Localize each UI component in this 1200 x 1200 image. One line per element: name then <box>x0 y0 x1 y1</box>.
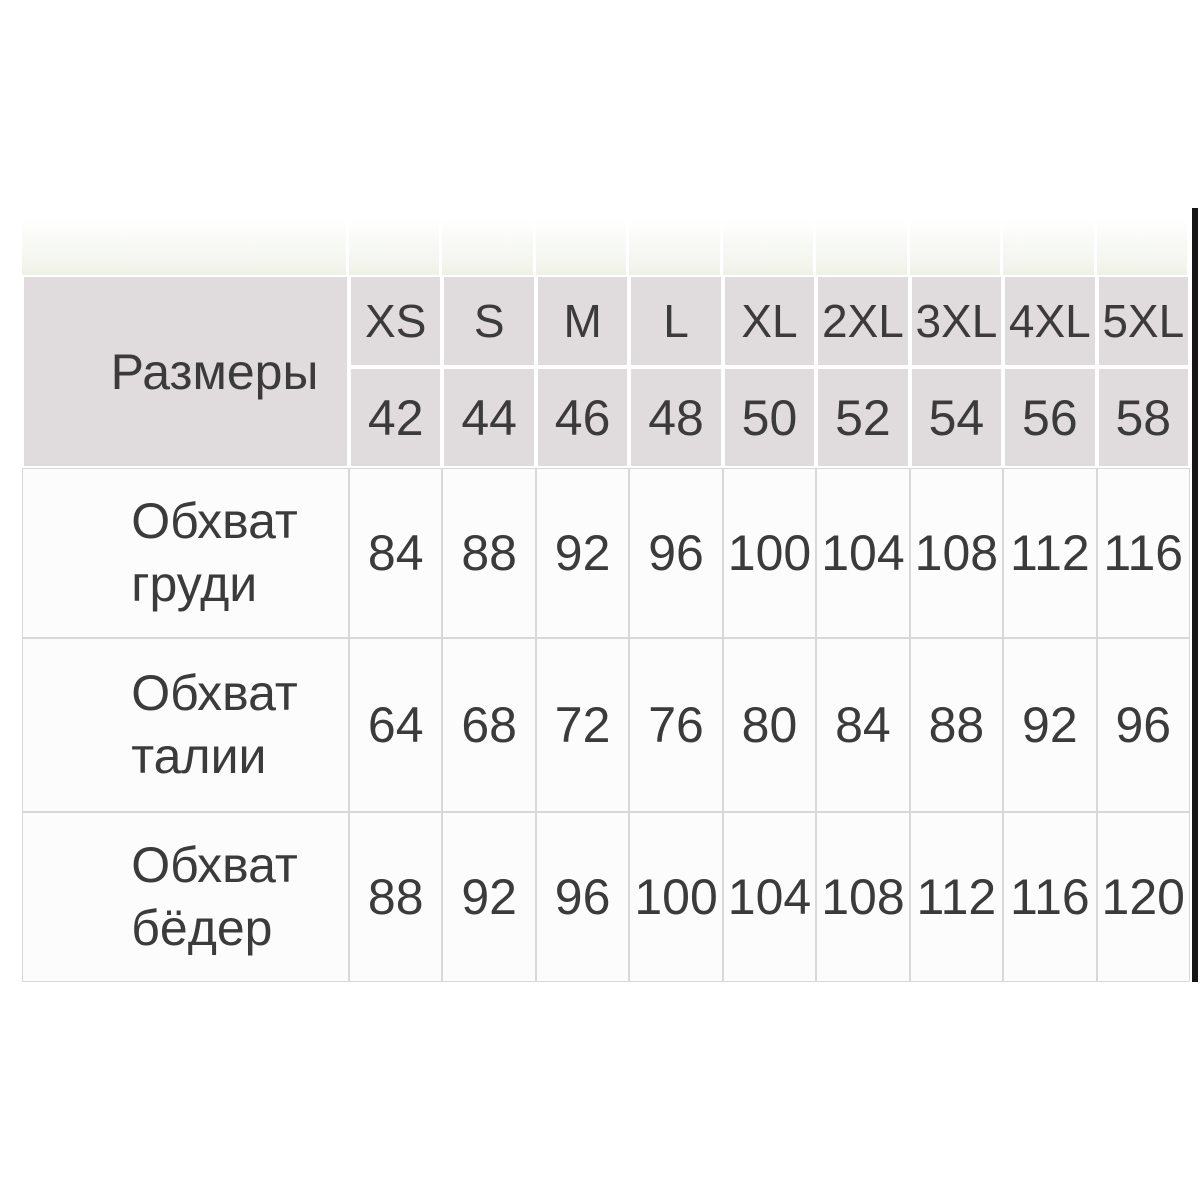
waist-value-cell: 76 <box>629 638 723 812</box>
chest-value-cell: 116 <box>1096 468 1190 638</box>
ghost-band-cell <box>1003 218 1097 275</box>
size-number-48: 48 <box>629 367 723 468</box>
chest-value-cell: 104 <box>816 468 910 638</box>
waist-value-cell: 80 <box>722 638 817 812</box>
row-label-hips: Обхват бёдер <box>22 812 349 982</box>
size-header-xl: XL <box>722 275 817 367</box>
chest-value-cell: 100 <box>722 468 817 638</box>
hips-value-cell: 100 <box>629 812 723 982</box>
size-header-2xl: 2XL <box>816 275 910 367</box>
waist-value-cell: 68 <box>442 638 536 812</box>
row-label-waist: Обхват талии <box>22 638 349 812</box>
size-number-44: 44 <box>442 367 536 468</box>
hips-value-cell: 96 <box>535 812 630 982</box>
waist-value-cell: 64 <box>349 638 443 812</box>
ghost-band-cell <box>349 218 443 275</box>
hips-value-cell: 112 <box>909 812 1004 982</box>
hips-value-cell: 92 <box>442 812 536 982</box>
size-header-s: S <box>442 275 536 367</box>
size-header-5xl: 5XL <box>1096 275 1190 367</box>
waist-value-cell: 96 <box>1096 638 1190 812</box>
size-header-xs: XS <box>349 275 443 367</box>
chest-value-cell: 108 <box>909 468 1004 638</box>
hips-value-cell: 88 <box>349 812 443 982</box>
size-number-46: 46 <box>535 367 630 468</box>
ghost-band-cell <box>442 218 536 275</box>
size-header-l: L <box>629 275 723 367</box>
hips-value-cell: 116 <box>1003 812 1097 982</box>
size-number-50: 50 <box>722 367 817 468</box>
waist-value-cell: 88 <box>909 638 1004 812</box>
waist-value-cell: 84 <box>816 638 910 812</box>
ghost-band-cell <box>535 218 630 275</box>
chest-value-cell: 88 <box>442 468 536 638</box>
size-chart-table: Размеры XS S M L XL 2XL 3XL 4XL 5XL 42 4… <box>22 218 1190 982</box>
chest-value-cell: 92 <box>535 468 630 638</box>
chest-value-cell: 96 <box>629 468 723 638</box>
size-number-54: 54 <box>909 367 1004 468</box>
size-header-3xl: 3XL <box>909 275 1004 367</box>
hips-value-cell: 104 <box>722 812 817 982</box>
ghost-band-cell <box>629 218 723 275</box>
size-number-58: 58 <box>1096 367 1190 468</box>
chest-value-cell: 84 <box>349 468 443 638</box>
waist-value-cell: 92 <box>1003 638 1097 812</box>
size-number-52: 52 <box>816 367 910 468</box>
screenshot-right-edge-artifact <box>1192 208 1198 982</box>
ghost-band-cell <box>722 218 817 275</box>
size-number-42: 42 <box>349 367 443 468</box>
hips-value-cell: 108 <box>816 812 910 982</box>
hips-value-cell: 120 <box>1096 812 1190 982</box>
ghost-band-cell <box>909 218 1004 275</box>
size-header-m: M <box>535 275 630 367</box>
ghost-band-cell <box>816 218 910 275</box>
size-number-56: 56 <box>1003 367 1097 468</box>
waist-value-cell: 72 <box>535 638 630 812</box>
size-header-4xl: 4XL <box>1003 275 1097 367</box>
table-corner-label: Размеры <box>22 275 349 468</box>
chest-value-cell: 112 <box>1003 468 1097 638</box>
ghost-band-cell <box>22 218 349 275</box>
ghost-band-cell <box>1096 218 1190 275</box>
row-label-chest: Обхват груди <box>22 468 349 638</box>
